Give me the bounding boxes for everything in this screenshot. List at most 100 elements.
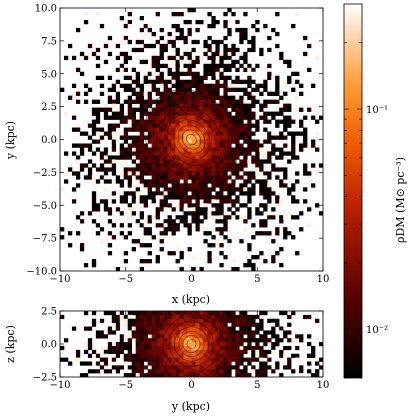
- heatmap-cell: [175, 111, 180, 116]
- heatmap-cell: [187, 79, 192, 85]
- heatmap-cell: [295, 95, 300, 100]
- heatmap-cell: [207, 171, 212, 176]
- heatmap-cell: [179, 107, 184, 112]
- heatmap-cell: [215, 43, 220, 49]
- heatmap-cell: [143, 23, 148, 29]
- heatmap-cell: [67, 231, 73, 236]
- heatmap-cell: [107, 349, 113, 354]
- heatmap-cell: [155, 211, 160, 216]
- heatmap-cell: [171, 79, 176, 85]
- heatmap-cell: [231, 163, 236, 168]
- heatmap-cell: [171, 345, 176, 351]
- heatmap-cell: [163, 111, 168, 116]
- heatmap-cell: [259, 334, 264, 339]
- heatmap-cell: [199, 147, 204, 152]
- heatmap-cell: [123, 135, 129, 140]
- heatmap-cell: [187, 19, 192, 25]
- heatmap-cell: [283, 59, 288, 65]
- heatmap-cell: [79, 219, 85, 224]
- heatmap-cell: [235, 19, 240, 25]
- heatmap-cell: [239, 175, 244, 180]
- heatmap-cell: [191, 349, 196, 354]
- heatmap-cell: [159, 119, 164, 124]
- heatmap-cell: [127, 223, 133, 228]
- colorbar-tick-label: 10⁻¹: [366, 105, 388, 116]
- heatmap-cell: [167, 103, 172, 108]
- heatmap-cell: [211, 311, 216, 316]
- heatmap-cell: [163, 338, 168, 343]
- heatmap-cell: [119, 163, 125, 168]
- heatmap-cell: [123, 171, 129, 176]
- heatmap-cell: [247, 311, 252, 316]
- heatmap-cell: [307, 314, 312, 320]
- heatmap-cell: [147, 227, 152, 232]
- heatmap-cell: [159, 231, 164, 236]
- heatmap-cell: [211, 179, 216, 184]
- heatmap-cell: [207, 251, 212, 256]
- heatmap-cell: [251, 67, 256, 73]
- heatmap-cell: [131, 123, 137, 128]
- heatmap-cell: [287, 115, 292, 120]
- heatmap-cell: [251, 263, 256, 268]
- heatmap-cell: [243, 322, 248, 327]
- heatmap-cell: [227, 191, 232, 196]
- heatmap-cell: [103, 345, 109, 351]
- heatmap-cell: [171, 167, 176, 172]
- heatmap-cell: [255, 159, 260, 164]
- heatmap-cell: [259, 219, 264, 224]
- heatmap-cell: [215, 219, 220, 224]
- heatmap-cell: [227, 95, 232, 100]
- heatmap-cell: [319, 115, 323, 120]
- heatmap-cell: [143, 103, 148, 108]
- heatmap-cell: [207, 115, 212, 120]
- heatmap-cell: [159, 207, 164, 212]
- heatmap-cell: [123, 338, 129, 343]
- heatmap-cell: [195, 59, 200, 65]
- heatmap-cell: [259, 361, 264, 366]
- heatmap-cell: [219, 215, 224, 220]
- heatmap-cell: [203, 139, 208, 144]
- heatmap-cell: [99, 151, 105, 156]
- contour-line: [186, 133, 197, 146]
- heatmap-cell: [247, 195, 252, 200]
- heatmap-cell: [163, 171, 168, 176]
- heatmap-cell: [191, 95, 196, 100]
- heatmap-cell: [103, 334, 109, 339]
- heatmap-cell: [131, 87, 137, 92]
- heatmap-cell: [223, 83, 228, 88]
- heatmap-cell: [195, 183, 200, 188]
- heatmap-cell: [139, 318, 144, 323]
- heatmap-cell: [247, 361, 252, 366]
- heatmap-cell: [195, 111, 200, 116]
- heatmap-cell: [95, 131, 101, 136]
- heatmap-cell: [159, 47, 164, 53]
- heatmap-cell: [215, 107, 220, 112]
- heatmap-cell: [139, 175, 144, 180]
- heatmap-cell: [199, 135, 204, 140]
- heatmap-cell: [63, 151, 69, 156]
- heatmap-cell: [143, 259, 148, 264]
- heatmap-cell: [223, 349, 228, 354]
- heatmap-cell: [163, 223, 168, 228]
- heatmap-cell: [239, 334, 244, 339]
- heatmap-cell: [199, 219, 204, 224]
- contour-line: [174, 326, 209, 362]
- heatmap-cell: [159, 95, 164, 100]
- heatmap-cell: [103, 159, 109, 164]
- heatmap-cell: [119, 83, 125, 88]
- heatmap-cell: [283, 91, 288, 96]
- heatmap-cell: [207, 334, 212, 339]
- heatmap-cell: [143, 342, 148, 347]
- heatmap-cell: [79, 211, 85, 216]
- heatmap-cell: [143, 163, 148, 168]
- heatmap-cell: [287, 187, 292, 192]
- heatmap-cell: [239, 127, 244, 132]
- heatmap-cell: [243, 147, 248, 152]
- heatmap-cell: [179, 83, 184, 88]
- heatmap-cell: [131, 211, 137, 216]
- heatmap-cell: [127, 107, 133, 112]
- heatmap-cell: [275, 167, 280, 172]
- heatmap-cell: [283, 235, 288, 240]
- heatmap-cell: [271, 27, 276, 33]
- heatmap-cell: [195, 75, 200, 81]
